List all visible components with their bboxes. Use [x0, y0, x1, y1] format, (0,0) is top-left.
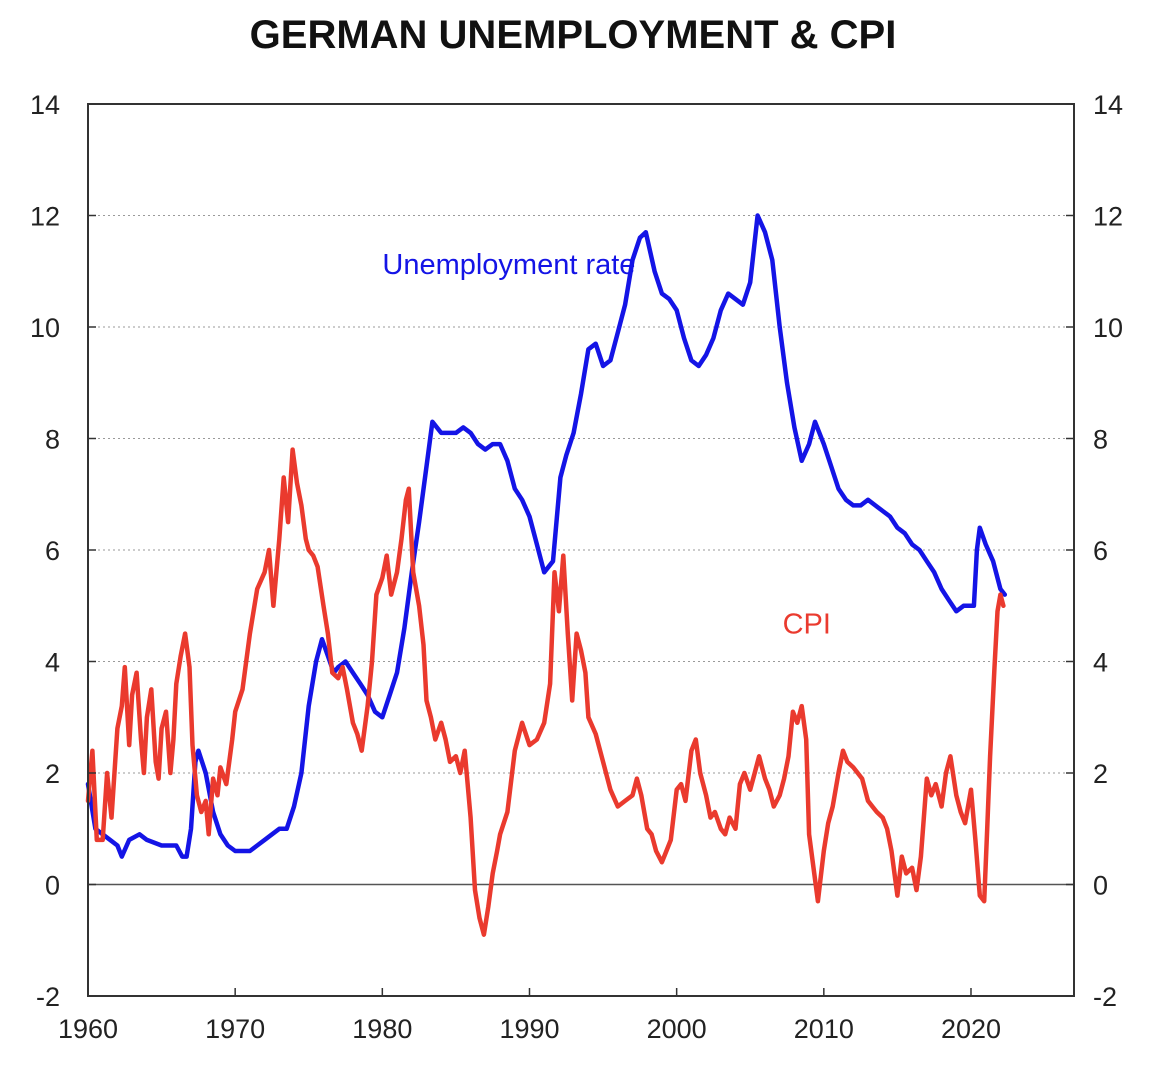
- y-tick-label-right: 4: [1093, 648, 1108, 678]
- y-tick-label-right: 14: [1093, 90, 1123, 120]
- cpi-line: [85, 447, 1006, 937]
- y-tick-label-left: 10: [30, 313, 60, 343]
- x-tick-label: 1990: [499, 1014, 559, 1044]
- y-tick-label-right: 6: [1093, 536, 1108, 566]
- y-tick-label-left: 4: [45, 648, 60, 678]
- cpi-label: CPI: [783, 609, 831, 641]
- series-lines: [85, 213, 1008, 937]
- y-tick-label-left: 6: [45, 536, 60, 566]
- y-tick-label-right: -2: [1093, 982, 1117, 1012]
- y-tick-label-right: 10: [1093, 313, 1123, 343]
- y-tick-label-right: 8: [1093, 425, 1108, 455]
- chart-title: GERMAN UNEMPLOYMENT & CPI: [250, 13, 897, 57]
- y-tick-label-left: -2: [36, 982, 60, 1012]
- x-tick-label: 1980: [352, 1014, 412, 1044]
- x-tick-label: 2020: [941, 1014, 1001, 1044]
- y-tick-label-left: 2: [45, 759, 60, 789]
- series-labels: Unemployment rate CPI: [382, 249, 831, 641]
- unemployment-rate-label: Unemployment rate: [382, 249, 635, 281]
- y-tick-label-left: 0: [45, 871, 60, 901]
- y-tick-label-right: 12: [1093, 202, 1123, 232]
- x-tick-label: 2000: [647, 1014, 707, 1044]
- y-tick-label-right: 2: [1093, 759, 1108, 789]
- unemployment-rate-line: [85, 213, 1008, 859]
- y-tick-label-right: 0: [1093, 871, 1108, 901]
- x-tick-label: 1960: [58, 1014, 118, 1044]
- y-tick-label-left: 14: [30, 90, 60, 120]
- axis-ticks: -2 -2 0 0 2 2 4 4 6 6 8 8 10 10 12 12 14 14 1960 1970 1980 19…: [30, 90, 1123, 1044]
- y-tick-label-left: 12: [30, 202, 60, 232]
- gridlines: [88, 215, 1074, 886]
- x-tick-label: 1970: [205, 1014, 265, 1044]
- y-tick-label-left: 8: [45, 425, 60, 455]
- x-tick-label: 2010: [794, 1014, 854, 1044]
